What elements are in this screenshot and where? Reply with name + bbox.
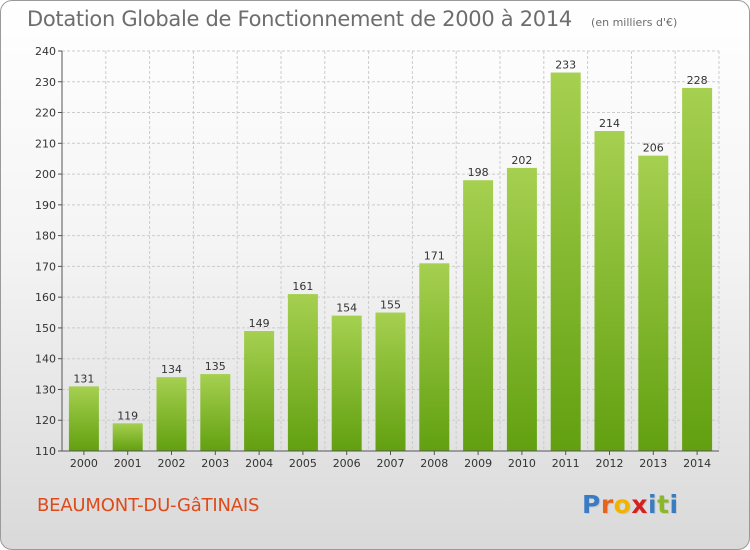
logo-letter: i — [669, 490, 679, 519]
bar — [68, 386, 99, 451]
data-label: 198 — [468, 166, 489, 179]
y-tick-label: 180 — [35, 230, 56, 243]
bar — [244, 331, 275, 451]
bar — [112, 423, 143, 451]
data-label: 131 — [73, 372, 94, 385]
bar — [287, 294, 318, 451]
y-tick-label: 190 — [35, 199, 56, 212]
data-label: 228 — [687, 74, 708, 87]
bar — [419, 263, 450, 451]
y-tick-label: 220 — [35, 107, 56, 120]
logo-letter: P — [582, 490, 601, 519]
chart-title: Dotation Globale de Fonctionnement de 20… — [27, 7, 572, 31]
y-tick-label: 130 — [35, 383, 56, 396]
x-tick-label: 2008 — [420, 457, 448, 470]
data-label: 155 — [380, 299, 401, 312]
y-tick-label: 160 — [35, 291, 56, 304]
logo-letter: r — [600, 490, 614, 519]
bars — [68, 72, 713, 452]
x-tick-label: 2005 — [289, 457, 317, 470]
x-tick-label: 2002 — [158, 457, 186, 470]
y-tick-label: 170 — [35, 260, 56, 273]
bar — [331, 315, 362, 451]
x-tick-label: 2011 — [552, 457, 580, 470]
data-label: 119 — [117, 409, 138, 422]
y-tick-label: 210 — [35, 137, 56, 150]
y-tick-label: 200 — [35, 168, 56, 181]
x-tick-label: 2007 — [377, 457, 405, 470]
commune-name: BEAUMONT-DU-GâTINAIS — [37, 495, 260, 516]
y-tick-label: 110 — [35, 445, 56, 458]
x-tick-label: 2000 — [70, 457, 98, 470]
data-labels: 131 119 134 135 149 161 154 155 171 198 202 233 214 2… — [73, 59, 707, 423]
x-tick-label: 2012 — [596, 457, 624, 470]
bar — [375, 312, 406, 451]
chart-unit: (en milliers d'€) — [591, 16, 678, 29]
bar — [594, 131, 625, 451]
data-label: 214 — [599, 117, 620, 130]
bar — [682, 87, 713, 451]
x-tick-label: 2003 — [201, 457, 229, 470]
bar — [463, 180, 494, 451]
bar — [550, 72, 581, 452]
y-tick-label: 230 — [35, 76, 56, 89]
data-label: 161 — [292, 280, 313, 293]
data-label: 154 — [336, 302, 357, 315]
data-label: 171 — [424, 249, 445, 262]
bar — [638, 155, 669, 451]
proxiti-logo: Proxiti — [582, 490, 679, 519]
logo-letter: x — [631, 490, 648, 519]
x-tick-label: 2009 — [464, 457, 492, 470]
data-label: 149 — [249, 317, 270, 330]
y-tick-label: 150 — [35, 322, 56, 335]
x-tick-label: 2004 — [245, 457, 273, 470]
x-tick-label: 2010 — [508, 457, 536, 470]
y-tick-label: 120 — [35, 414, 56, 427]
title-line: Dotation Globale de Fonctionnement de 20… — [27, 7, 677, 31]
data-label: 233 — [555, 59, 576, 72]
x-tick-label: 2001 — [114, 457, 142, 470]
y-tick-label: 240 — [35, 45, 56, 58]
data-label: 135 — [205, 360, 226, 373]
data-label: 206 — [643, 142, 664, 155]
logo-letter: t — [657, 490, 670, 519]
x-tick-label: 2014 — [683, 457, 711, 470]
bar — [506, 167, 537, 451]
x-tick-label: 2013 — [639, 457, 667, 470]
x-tick-label: 2006 — [333, 457, 361, 470]
bar — [200, 374, 231, 451]
axes: 110 120 130 140 150 160 170 180 190 200 210 220 230 2… — [35, 45, 719, 470]
data-label: 134 — [161, 363, 182, 376]
logo-letter: o — [613, 490, 632, 519]
data-label: 202 — [511, 154, 532, 167]
bar — [156, 377, 187, 451]
y-tick-label: 140 — [35, 353, 56, 366]
logo-letter: i — [648, 490, 658, 519]
